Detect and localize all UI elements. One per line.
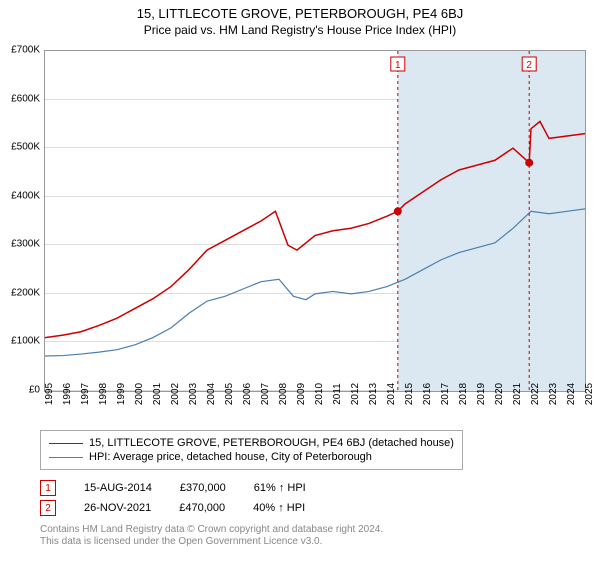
page-subtitle: Price paid vs. HM Land Registry's House … xyxy=(0,23,600,37)
footer-line1: Contains HM Land Registry data © Crown c… xyxy=(40,524,383,536)
y-axis-label: £200K xyxy=(0,287,40,298)
x-axis-label: 1998 xyxy=(98,383,109,405)
x-axis-label: 2010 xyxy=(314,383,325,405)
chart-svg: 12 xyxy=(45,51,585,391)
legend-swatch-property xyxy=(49,443,83,444)
event-date: 26-NOV-2021 xyxy=(84,502,151,514)
footer-attribution: Contains HM Land Registry data © Crown c… xyxy=(40,524,383,548)
y-axis-label: £100K xyxy=(0,336,40,347)
chart-legend: 15, LITTLECOTE GROVE, PETERBOROUGH, PE4 … xyxy=(40,430,463,470)
event-pct: 40% ↑ HPI xyxy=(253,502,305,514)
events-table: 1 15-AUG-2014 £370,000 61% ↑ HPI 2 26-NO… xyxy=(40,476,306,520)
chart-plot-area: 12 xyxy=(44,50,586,392)
x-axis-label: 1999 xyxy=(116,383,127,405)
x-axis-label: 2018 xyxy=(458,383,469,405)
x-axis-label: 2019 xyxy=(476,383,487,405)
y-axis-label: £700K xyxy=(0,45,40,56)
x-axis-label: 2003 xyxy=(188,383,199,405)
x-axis-label: 1997 xyxy=(80,383,91,405)
x-axis-label: 2025 xyxy=(584,383,595,405)
x-axis-label: 2000 xyxy=(134,383,145,405)
svg-text:2: 2 xyxy=(526,60,532,71)
x-axis-label: 1996 xyxy=(62,383,73,405)
x-axis-label: 2023 xyxy=(548,383,559,405)
x-axis-label: 2001 xyxy=(152,383,163,405)
x-axis-label: 2011 xyxy=(332,383,343,405)
event-row: 1 15-AUG-2014 £370,000 61% ↑ HPI xyxy=(40,480,306,496)
x-axis-label: 2007 xyxy=(260,383,271,405)
event-price: £470,000 xyxy=(179,502,225,514)
x-axis-label: 2009 xyxy=(296,383,307,405)
event-date: 15-AUG-2014 xyxy=(84,482,152,494)
x-axis-label: 2008 xyxy=(278,383,289,405)
footer-line2: This data is licensed under the Open Gov… xyxy=(40,536,383,548)
x-axis-label: 2012 xyxy=(350,383,361,405)
x-axis-label: 2016 xyxy=(422,383,433,405)
y-axis-label: £300K xyxy=(0,239,40,250)
y-axis-label: £0 xyxy=(0,385,40,396)
x-axis-label: 2017 xyxy=(440,383,451,405)
y-axis-label: £500K xyxy=(0,142,40,153)
x-axis-label: 2005 xyxy=(224,383,235,405)
legend-label-property: 15, LITTLECOTE GROVE, PETERBOROUGH, PE4 … xyxy=(89,437,454,449)
event-row: 2 26-NOV-2021 £470,000 40% ↑ HPI xyxy=(40,500,306,516)
event-price: £370,000 xyxy=(180,482,226,494)
legend-label-hpi: HPI: Average price, detached house, City… xyxy=(89,451,372,463)
x-axis-label: 1995 xyxy=(44,383,55,405)
x-axis-label: 2014 xyxy=(386,383,397,405)
legend-swatch-hpi xyxy=(49,457,83,458)
x-axis-label: 2024 xyxy=(566,383,577,405)
y-axis-label: £400K xyxy=(0,190,40,201)
svg-text:1: 1 xyxy=(395,60,401,71)
x-axis-label: 2022 xyxy=(530,383,541,405)
x-axis-label: 2021 xyxy=(512,383,523,405)
x-axis-label: 2013 xyxy=(368,383,379,405)
x-axis-label: 2020 xyxy=(494,383,505,405)
event-badge-1: 1 xyxy=(40,480,56,496)
event-badge-2: 2 xyxy=(40,500,56,516)
y-axis-label: £600K xyxy=(0,93,40,104)
page-title: 15, LITTLECOTE GROVE, PETERBOROUGH, PE4 … xyxy=(0,6,600,21)
x-axis-label: 2006 xyxy=(242,383,253,405)
x-axis-label: 2015 xyxy=(404,383,415,405)
x-axis-label: 2004 xyxy=(206,383,217,405)
x-axis-label: 2002 xyxy=(170,383,181,405)
event-pct: 61% ↑ HPI xyxy=(254,482,306,494)
